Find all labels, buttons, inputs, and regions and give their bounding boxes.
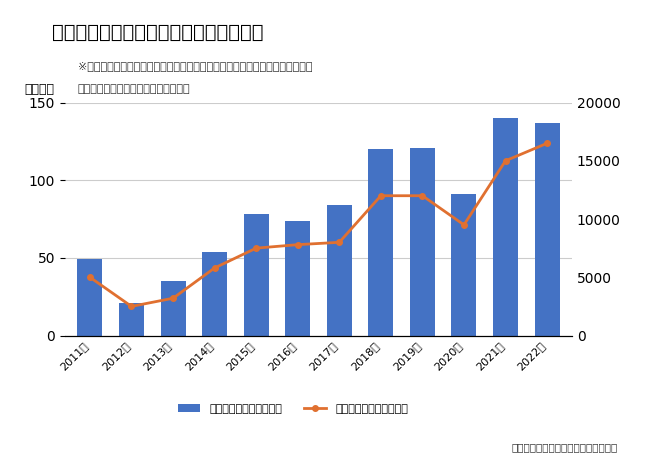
- 香酸柑橘輸出額（万円）: [252, 245, 260, 251]
- 香酸柑橘輸出額（万円）: [335, 240, 343, 245]
- Bar: [285, 220, 310, 336]
- 香酸柑橘輸出額（万円）: [86, 274, 94, 280]
- Bar: [119, 303, 144, 336]
- Bar: [244, 214, 268, 336]
- 香酸柑橘輸出額（万円）: [502, 158, 510, 164]
- 香酸柑橘輸出額（万円）: [211, 265, 218, 271]
- Bar: [202, 252, 227, 336]
- Text: 「果物情報サイト果物ナビ」より作成: 「果物情報サイト果物ナビ」より作成: [512, 442, 618, 452]
- Line: 香酸柑橘輸出額（万円）: 香酸柑橘輸出額（万円）: [87, 141, 550, 309]
- Text: 香酸柑橘の輸出量と輸出額の年次グラフ: 香酸柑橘の輸出量と輸出額の年次グラフ: [52, 23, 263, 42]
- 香酸柑橘輸出額（万円）: [127, 304, 135, 309]
- 香酸柑橘輸出額（万円）: [419, 193, 426, 199]
- 香酸柑橘輸出額（万円）: [169, 295, 177, 301]
- Text: （トン）: （トン）: [25, 82, 55, 96]
- Legend: 香酸柑橘輸出量（トン）, 香酸柑橘輸出額（万円）: 香酸柑橘輸出量（トン）, 香酸柑橘輸出額（万円）: [174, 400, 413, 418]
- 香酸柑橘輸出額（万円）: [543, 140, 551, 146]
- Bar: [493, 118, 518, 336]
- Bar: [452, 194, 476, 336]
- Text: すだち、かぼす、レモンなどを指す。: すだち、かぼす、レモンなどを指す。: [78, 84, 190, 94]
- Bar: [369, 149, 393, 336]
- Bar: [327, 205, 352, 336]
- 香酸柑橘輸出額（万円）: [460, 222, 468, 227]
- Bar: [77, 260, 103, 336]
- Bar: [161, 281, 185, 336]
- Bar: [410, 148, 435, 336]
- 香酸柑橘輸出額（万円）: [294, 242, 302, 247]
- Text: ※香酸柑橘：果汁の酸味や果皮の香りを楽しむ柑橘のことをいい、ゆずを始め: ※香酸柑橘：果汁の酸味や果皮の香りを楽しむ柑橘のことをいい、ゆずを始め: [78, 61, 313, 70]
- Bar: [534, 123, 560, 336]
- 香酸柑橘輸出額（万円）: [377, 193, 385, 199]
